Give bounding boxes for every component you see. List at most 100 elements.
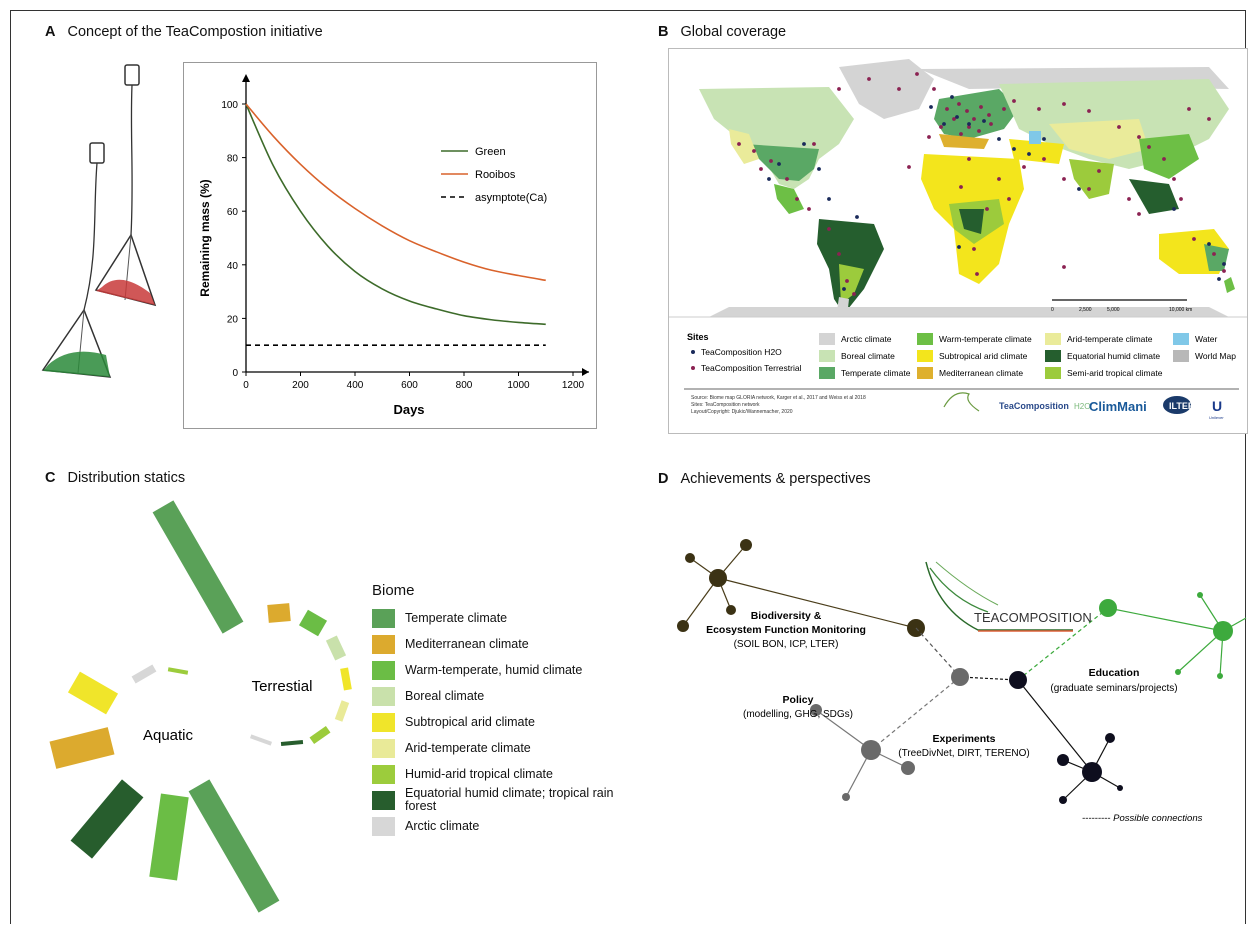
y-axis-label: Remaining mass (%)	[198, 179, 212, 296]
terrestrial-site-dot	[1022, 165, 1026, 169]
map-source: Source: Biome map GLORIA network, Karger…	[691, 395, 866, 415]
bar-aquatic-equatorial	[70, 779, 144, 859]
biome-legend-title: Biome	[372, 582, 415, 599]
terrestrial-site-dot	[837, 252, 841, 256]
biome-legend-swatch	[372, 660, 395, 680]
terrestrial-site-dot	[1212, 252, 1216, 256]
terrestrial-site-dot	[959, 185, 963, 189]
terrestrial-site-dot	[965, 109, 969, 113]
terrestrial-site-dot	[1062, 102, 1066, 106]
h2o-site-dot	[802, 142, 806, 146]
h2o-site-dot	[817, 167, 821, 171]
terrestrial-site-dot	[1162, 157, 1166, 161]
terrestrial-site-dot	[1187, 107, 1191, 111]
bar-terrestrial-mediterranean	[267, 603, 291, 623]
h2o-site-dot	[842, 287, 846, 291]
scale-bar: 0 2,500 5,000 10,000 km	[1051, 307, 1192, 313]
terrestrial-site-dot	[1172, 177, 1176, 181]
terrestrial-site-dot	[1192, 237, 1196, 241]
biome-legend-label: Arid-temperate climate	[405, 740, 531, 755]
terrestrial-site-dot	[979, 105, 983, 109]
terrestrial-site-dot	[1002, 107, 1006, 111]
x-tick-label: 600	[401, 380, 418, 391]
aquatic-label: Aquatic	[143, 727, 194, 744]
y-axis-arrow	[242, 74, 250, 82]
teabag-illustration	[41, 64, 157, 378]
site-legend-dot	[691, 350, 695, 354]
terrestrial-site-dot	[1042, 157, 1046, 161]
bar-terrestrial-subtropical	[340, 667, 352, 691]
node-policy-title: Policy	[783, 694, 814, 706]
terrestrial-site-dot	[1097, 169, 1101, 173]
biome-legend-label: Warm-temperate, humid climate	[405, 662, 583, 677]
y-tick-label: 100	[221, 100, 238, 111]
terrestrial-site-dot	[1117, 125, 1121, 129]
terrestrial-site-dot	[812, 142, 816, 146]
map-legend-swatch	[1173, 333, 1189, 345]
terrestrial-site-dot	[752, 149, 756, 153]
biome-legend-label: Subtropical arid climate	[405, 714, 535, 729]
biome-legend-item: Arctic climate	[372, 813, 632, 839]
svg-text:Layout/Copyright: Djukic/Wanne: Layout/Copyright: Djukic/Wannemacher, 20…	[691, 409, 793, 415]
terrestrial-site-dot	[1037, 107, 1041, 111]
terrestrial-site-dot	[795, 197, 799, 201]
svg-text:2,500: 2,500	[1079, 307, 1092, 313]
biome-legend-item: Temperate climate	[372, 605, 632, 631]
svg-text:0: 0	[1051, 307, 1054, 313]
site-dots	[737, 72, 1226, 296]
h2o-site-dot	[967, 122, 971, 126]
h2o-site-dot	[942, 122, 946, 126]
map-legend-swatch	[819, 367, 835, 379]
terrestrial-site-dot	[967, 125, 971, 129]
h2o-site-dot	[827, 197, 831, 201]
site-legend-label: TeaComposition Terrestrial	[701, 363, 802, 373]
node-biodiversity-title: Biodiversity &	[751, 610, 822, 622]
decay-chart: 0 200 400 600 800 1000 1200 0 20 40 60 80 100 Green R…	[183, 62, 597, 429]
h2o-site-dot	[997, 137, 1001, 141]
map-legend-swatch	[1173, 350, 1189, 362]
logo-ilter: ILTER	[1169, 401, 1195, 411]
biome-legend-item: Arid-temperate climate	[372, 735, 632, 761]
h2o-site-dot	[950, 95, 954, 99]
terrestrial-site-dot	[845, 279, 849, 283]
biome-legend-label: Temperate climate	[405, 610, 508, 625]
biome-legend-swatch	[372, 738, 395, 758]
terrestrial-site-dot	[807, 207, 811, 211]
x-tick-label: 1000	[507, 380, 530, 391]
map-legend-label: World Map	[1195, 351, 1236, 361]
logo-teacomposition: TeaComposition	[999, 401, 1069, 411]
bar-terrestrial-arctic	[249, 734, 273, 746]
terrestrial-site-dot	[897, 87, 901, 91]
terrestrial-site-dot	[1127, 197, 1131, 201]
biome-legend-swatch	[372, 816, 395, 836]
site-legend-dot	[691, 366, 695, 370]
bar-aquatic-humid-arid	[167, 667, 189, 675]
bar-aquatic-warm-temperate	[149, 793, 189, 881]
h2o-site-dot	[855, 215, 859, 219]
map-legend-swatch	[917, 367, 933, 379]
map-legend-swatch	[819, 350, 835, 362]
terrestrial-site-dot	[1222, 269, 1226, 273]
biome-legend-label: Mediterranean climate	[405, 636, 529, 651]
teacomposition-leaf-icon	[943, 392, 980, 412]
legend-label: Rooibos	[475, 169, 516, 181]
h2o-site-dot	[955, 115, 959, 119]
map-legend-swatch	[1045, 350, 1061, 362]
map-legend-label: Warm-temperate climate	[939, 334, 1032, 344]
legend-label: asymptote(Ca)	[475, 192, 547, 204]
map-legend-label: Mediterranean climate	[939, 368, 1023, 378]
node-education-title: Education	[1089, 667, 1140, 679]
terrestrial-site-dot	[997, 177, 1001, 181]
h2o-site-dot	[929, 105, 933, 109]
bar-aquatic-arctic	[131, 664, 157, 684]
biome-legend-item: Subtropical arid climate	[372, 709, 632, 735]
h2o-site-dot	[957, 245, 961, 249]
site-legend-label: TeaComposition H2O	[701, 347, 782, 357]
svg-text:5,000: 5,000	[1107, 307, 1120, 313]
panel-a-title: A Concept of the TeaCompostion initiative	[45, 24, 323, 40]
terrestrial-site-dot	[987, 113, 991, 117]
terrestrial-site-dot	[827, 227, 831, 231]
terrestrial-site-dot	[1179, 197, 1183, 201]
terrestrial-site-dot	[957, 102, 961, 106]
svg-text:10,000 km: 10,000 km	[1169, 307, 1192, 313]
